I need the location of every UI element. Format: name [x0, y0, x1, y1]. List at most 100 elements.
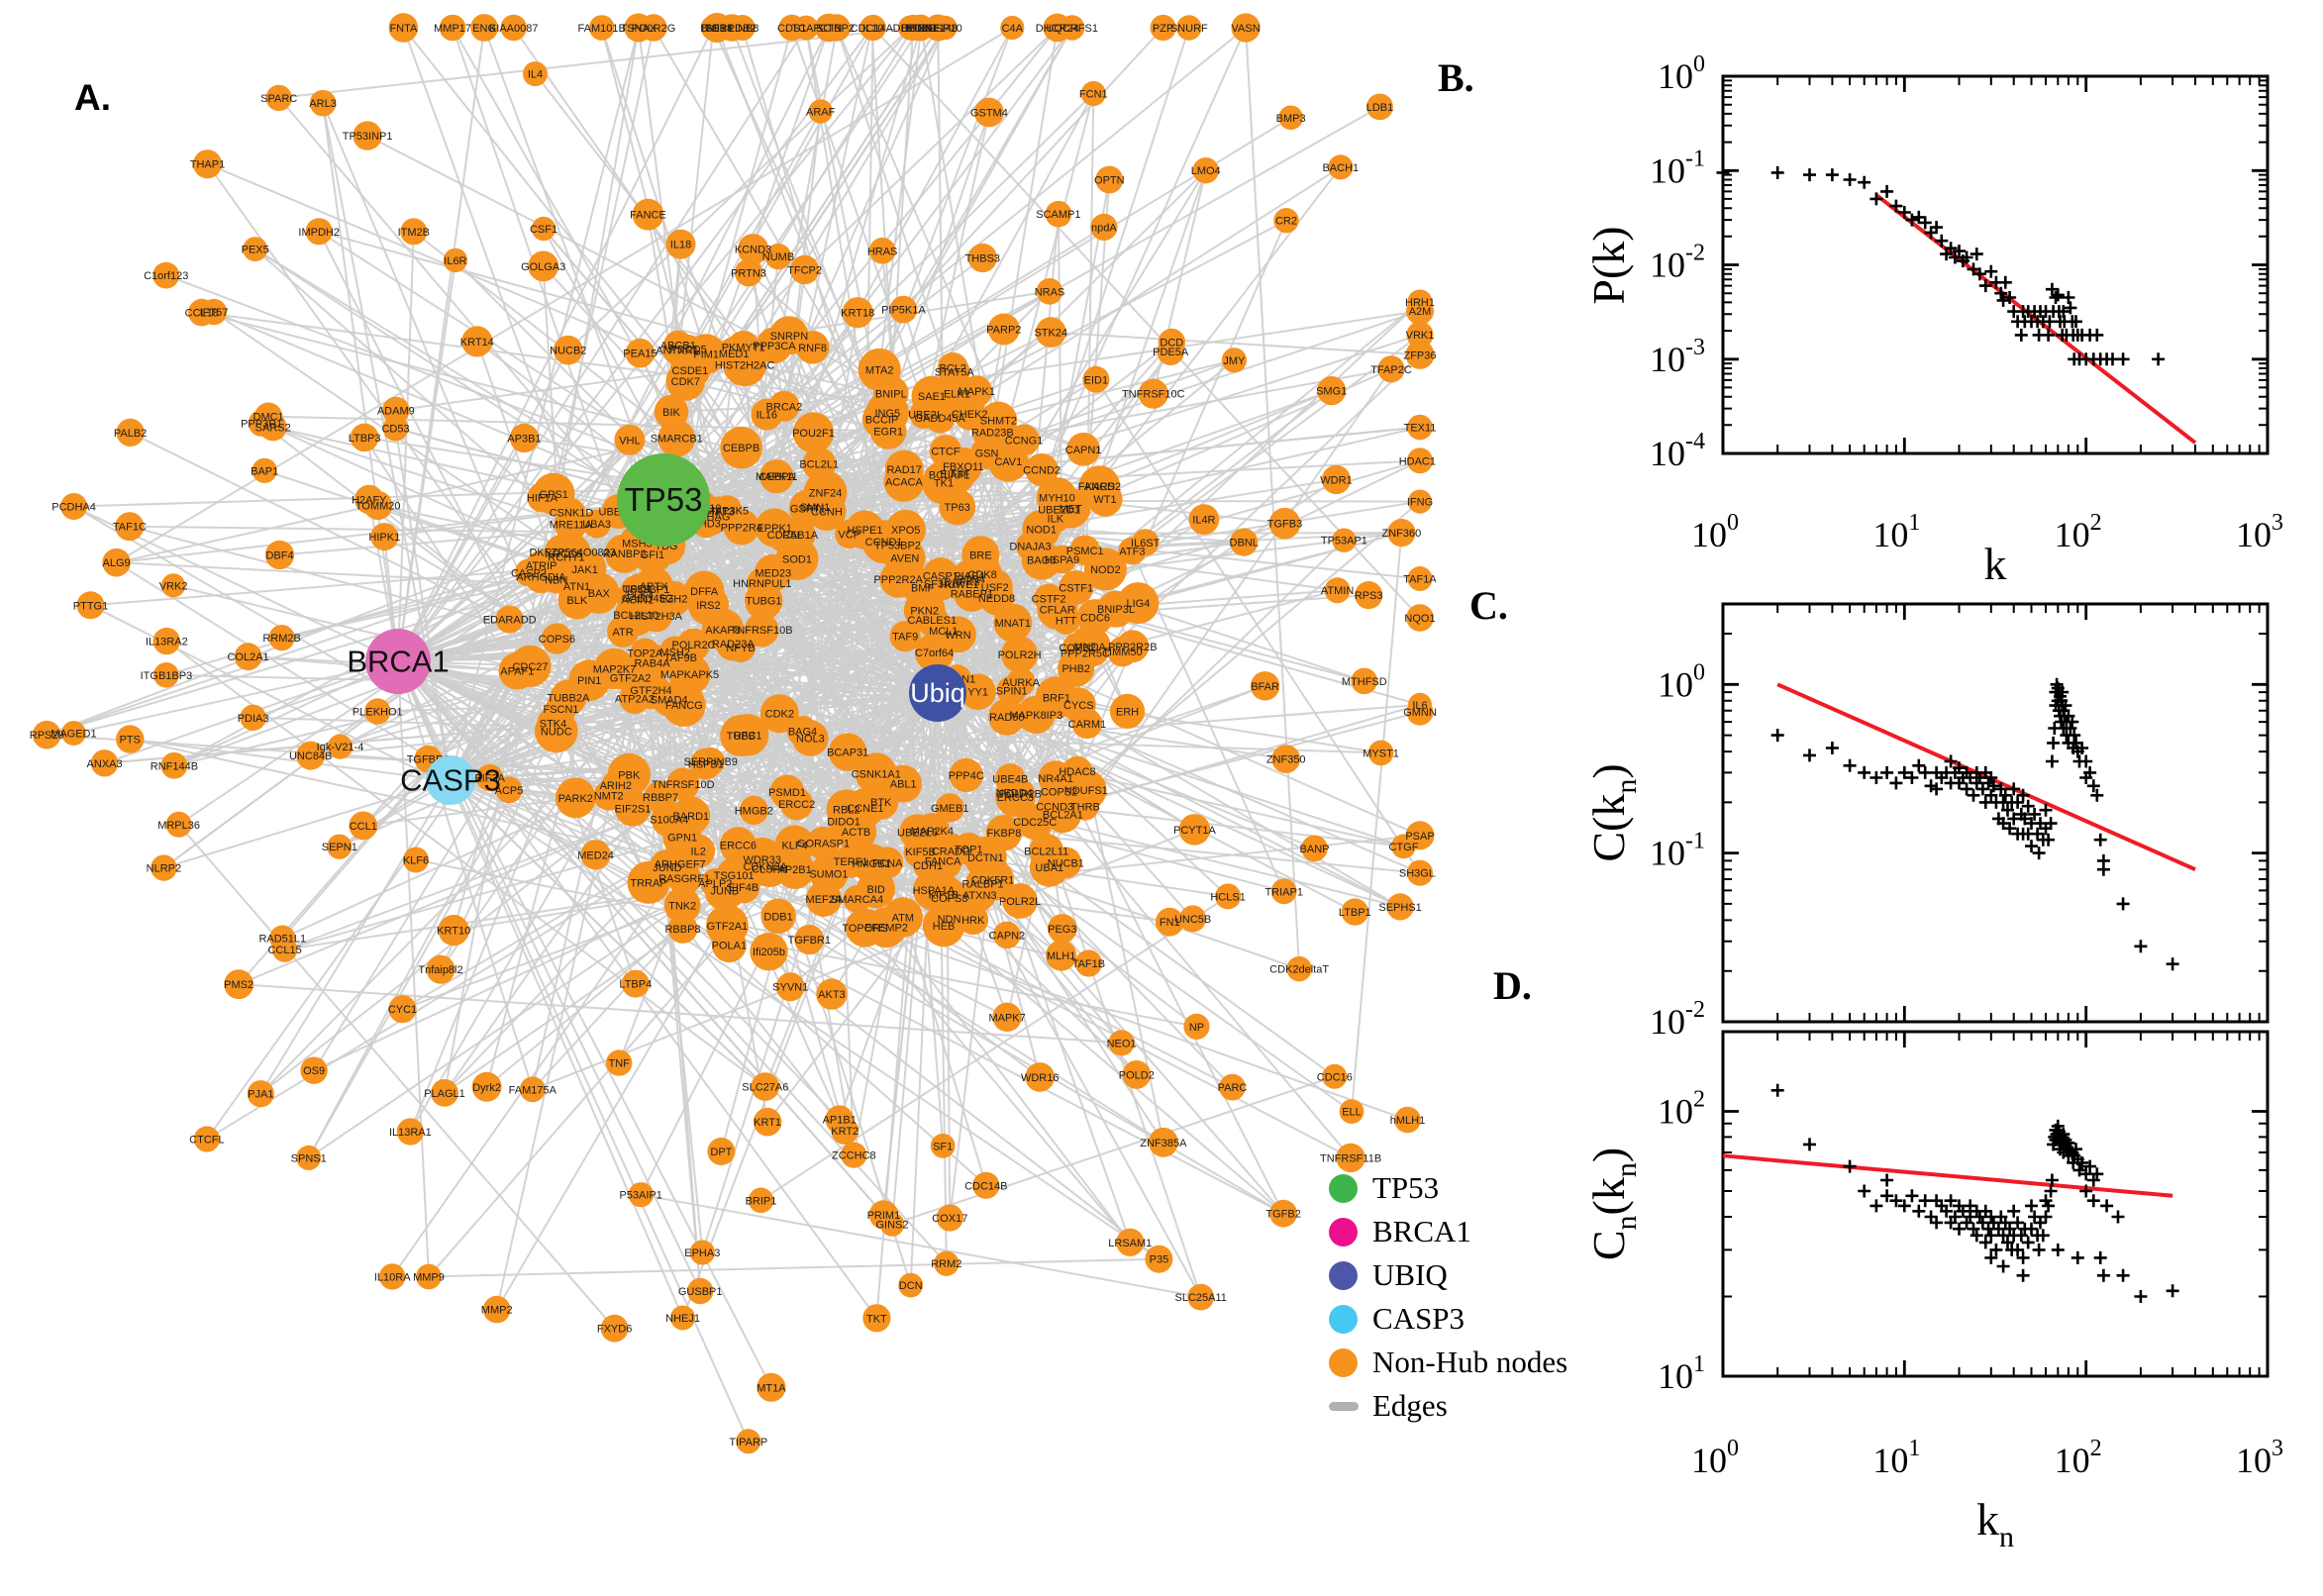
network-node — [396, 1118, 424, 1146]
network-node — [753, 1107, 782, 1137]
legend-item-tp53: TP53 — [1329, 1166, 1567, 1210]
network-node — [165, 811, 192, 838]
network-node-label: ATM — [892, 913, 914, 925]
network-node-label: GADD45A — [915, 413, 966, 425]
network-edge — [485, 552, 626, 1088]
network-node-label: AKAP8 — [705, 625, 740, 637]
network-node-label: RBBP8 — [664, 924, 700, 936]
network-node-label: GADD45G — [622, 593, 674, 605]
network-node-label: ATN1 — [563, 581, 590, 593]
network-node-label: PHB2 — [1061, 663, 1090, 675]
network-node-label: POLR2B — [999, 788, 1042, 800]
network-node-label: BCL2L11 — [1024, 846, 1068, 857]
network-node — [1405, 340, 1435, 369]
legend-item-edges: Edges — [1329, 1384, 1567, 1428]
network-edge — [662, 256, 983, 501]
network-node — [1339, 1099, 1364, 1124]
scatter-points — [1716, 165, 2166, 366]
network-node-label: WDR33 — [743, 854, 781, 866]
network-node-label: BNIPL — [875, 388, 907, 400]
network-node — [580, 840, 611, 870]
network-node-label: MAPK1 — [959, 386, 995, 398]
network-node-label: CFLAR — [1040, 604, 1075, 616]
network-node — [654, 394, 689, 430]
network-node-label: ATR — [613, 627, 634, 639]
network-node-label: SMARCB1 — [651, 434, 703, 446]
network-node-label: HRK — [961, 915, 985, 927]
network-node — [792, 720, 829, 756]
network-node-label: CDKN2A — [743, 861, 787, 873]
network-node-label: NDN — [938, 914, 961, 926]
x-tick-label: 100 — [1691, 1436, 1739, 1480]
network-node — [248, 409, 275, 437]
network-node — [76, 591, 105, 620]
network-node — [619, 682, 651, 715]
network-node-label: PIAS4 — [954, 571, 984, 583]
network-edge — [532, 828, 1195, 1091]
network-node — [1176, 15, 1202, 41]
network-node — [700, 868, 731, 898]
network-node-label: AURKA — [1002, 677, 1041, 689]
network-node — [859, 14, 886, 42]
network-node-label: CDK5R1 — [971, 875, 1014, 887]
x-tick-label: 102 — [2055, 510, 2102, 554]
network-node-label: FBXO11 — [943, 461, 983, 473]
legend-item-casp3: CASP3 — [1329, 1297, 1567, 1341]
network-node-label: BCCIP — [865, 414, 899, 426]
network-node — [32, 720, 61, 749]
network-node-label: BID — [867, 884, 885, 896]
network-edge — [871, 27, 1421, 619]
network-node — [247, 1080, 274, 1108]
network-node-label: NBN — [545, 574, 567, 586]
network-node-label: CSTF2 — [1032, 594, 1066, 606]
network-node — [1188, 504, 1220, 535]
network-node-label: CDC6 — [1080, 612, 1110, 624]
network-node-label: XPO5 — [891, 525, 920, 537]
network-node-label: SNRPN — [770, 331, 809, 343]
network-node-labels: CDK2 PCNA CCND1 CCND2 CCND3 CDC6 CDKN2A NEDD8 KA… — [30, 23, 1436, 1448]
network-node — [1321, 464, 1352, 495]
network-node — [160, 751, 188, 779]
network-edge — [254, 248, 664, 501]
network-edge — [662, 290, 1051, 501]
network-node-label: HTT — [1056, 616, 1077, 628]
network-node-label: TP53BP1 — [623, 584, 669, 596]
network-node-label: BIK — [662, 407, 680, 419]
network-node — [665, 229, 696, 259]
network-node — [780, 787, 813, 821]
legend-item-label: Non-Hub nodes — [1372, 1345, 1568, 1379]
network-node-label: Ifi205b — [753, 947, 785, 958]
network-node — [794, 924, 825, 955]
network-node — [953, 561, 989, 597]
network-node-label: VCP — [838, 529, 860, 541]
network-node-label: RANBP2 — [603, 549, 647, 560]
network-edge — [173, 660, 399, 767]
network-node-label: CDH1 — [913, 860, 943, 872]
network-node-label: JAK1 — [572, 564, 598, 576]
legend-item-label: CASP3 — [1372, 1301, 1465, 1336]
network-node-label: SAE1 — [918, 391, 946, 403]
network-node-label: CCNH — [811, 506, 843, 518]
network-edge — [397, 231, 415, 662]
network-node — [1095, 165, 1124, 194]
network-node-label: PCNA — [872, 857, 903, 869]
legend-item-label: UBIQ — [1372, 1257, 1448, 1292]
network-node — [1336, 1143, 1365, 1173]
network-node-label: RBBP7 — [643, 792, 678, 804]
network-node — [305, 218, 333, 246]
network-node — [161, 573, 186, 598]
network-edge — [450, 779, 1160, 1260]
network-node-label: IL2 — [691, 847, 706, 858]
network-node — [578, 572, 620, 614]
network-node — [814, 13, 844, 43]
network-node-label: ILK — [1048, 514, 1064, 526]
network-edge — [1084, 368, 1392, 808]
network-node — [1097, 590, 1135, 628]
network-node — [400, 218, 428, 246]
plot-D: 102 101 100 101 102 103 Cn(kn) kn — [1583, 1030, 2283, 1553]
network-node-label: PSMC1 — [1066, 546, 1104, 557]
network-node-label: MAP3K5 — [706, 506, 749, 518]
network-node — [379, 1263, 406, 1290]
